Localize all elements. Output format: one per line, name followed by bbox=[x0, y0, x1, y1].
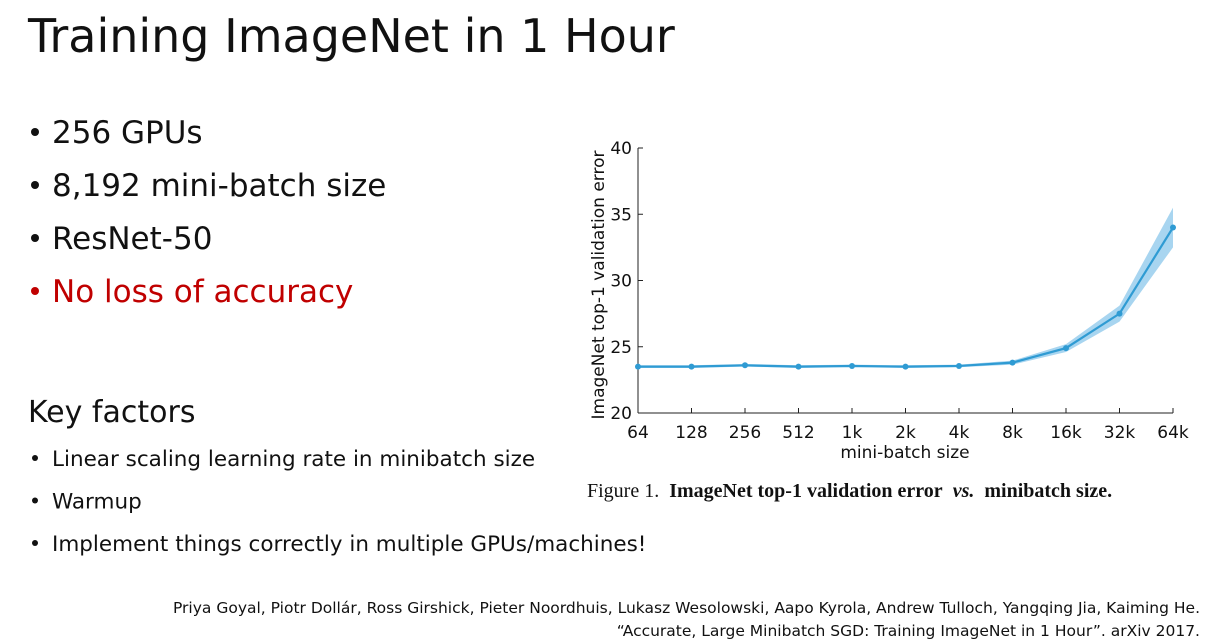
x-tick-label: 128 bbox=[675, 423, 707, 443]
error-band bbox=[638, 207, 1173, 368]
y-tick-label: 20 bbox=[610, 404, 632, 424]
data-point bbox=[635, 363, 641, 370]
x-tick-label: 4k bbox=[949, 423, 970, 443]
x-tick-label: 32k bbox=[1104, 423, 1136, 443]
data-point bbox=[795, 363, 802, 370]
data-line bbox=[638, 226, 1174, 368]
data-point bbox=[742, 362, 748, 369]
factor-text: Implement things correctly in multiple G… bbox=[52, 532, 646, 557]
bullet-dot bbox=[31, 128, 39, 136]
x-tick-label: 512 bbox=[782, 423, 814, 443]
data-point bbox=[849, 362, 855, 369]
x-tick-label: 1k bbox=[842, 423, 863, 443]
y-tick-label: 25 bbox=[610, 338, 632, 358]
bullet-dot bbox=[32, 455, 38, 461]
x-tick-label: 64k bbox=[1157, 423, 1189, 443]
figure-caption: Figure 1. ImageNet top-1 validation erro… bbox=[587, 480, 1112, 502]
x-axis-label: mini-batch size bbox=[840, 443, 969, 463]
bullet-dot bbox=[31, 234, 39, 242]
key-factors-heading: Key factors bbox=[28, 395, 195, 430]
bullet-text: No loss of accuracy bbox=[52, 274, 353, 310]
data-point bbox=[1170, 224, 1176, 231]
bullet-dot bbox=[31, 287, 39, 295]
y-tick-label: 35 bbox=[610, 205, 632, 225]
caption-prefix: Figure 1. bbox=[587, 480, 659, 502]
bullet-text: ResNet-50 bbox=[52, 221, 212, 257]
data-point bbox=[902, 363, 909, 370]
x-tick-label: 256 bbox=[729, 423, 761, 443]
citation-paper: “Accurate, Large Minibatch SGD: Training… bbox=[617, 622, 1200, 640]
caption-bold: ImageNet top-1 validation error bbox=[669, 480, 943, 502]
y-axis-label: ImageNet top-1 validation error bbox=[589, 151, 609, 420]
factor-text: Linear scaling learning rate in minibatc… bbox=[52, 447, 535, 472]
slide-title: Training ImageNet in 1 Hour bbox=[27, 9, 675, 63]
data-point bbox=[1063, 345, 1069, 352]
bullet-text: 256 GPUs bbox=[52, 115, 203, 151]
bullet-text: 8,192 mini-batch size bbox=[52, 168, 386, 204]
data-point bbox=[688, 363, 695, 370]
y-tick-label: 30 bbox=[610, 272, 632, 292]
data-point bbox=[1009, 359, 1016, 366]
x-tick-label: 2k bbox=[895, 423, 916, 443]
factor-text: Warmup bbox=[52, 490, 142, 515]
bullet-dot bbox=[32, 497, 38, 504]
x-tick-label: 64 bbox=[627, 423, 649, 443]
y-tick-label: 40 bbox=[610, 139, 632, 159]
bullet-dot bbox=[31, 181, 39, 189]
caption-italic: vs. bbox=[953, 480, 975, 502]
bullet-dot bbox=[32, 540, 38, 546]
data-point bbox=[956, 362, 962, 369]
x-tick-label: 16k bbox=[1050, 423, 1082, 443]
x-tick-label: 8k bbox=[1002, 423, 1023, 443]
data-point bbox=[1116, 310, 1123, 317]
caption-end: minibatch size. bbox=[984, 480, 1112, 502]
citation-authors: Priya Goyal, Piotr Dollár, Ross Girshick… bbox=[173, 599, 1200, 617]
